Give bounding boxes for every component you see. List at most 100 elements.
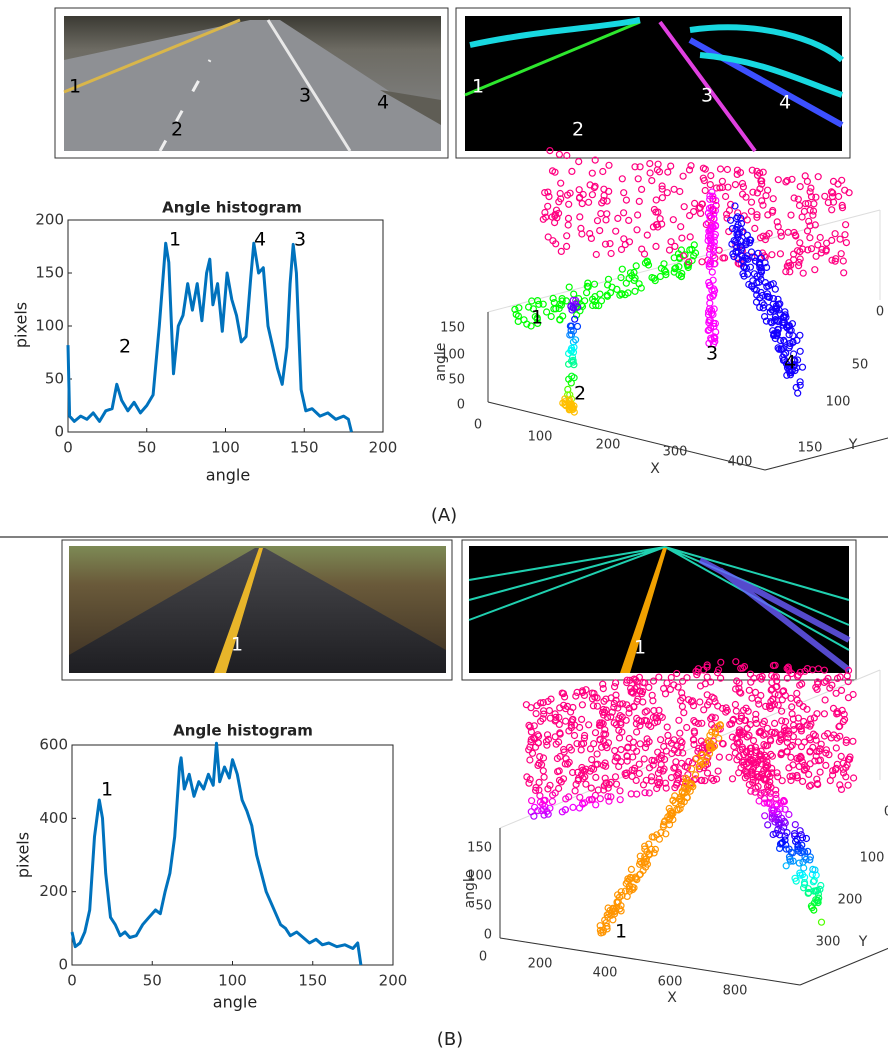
cloud-point [728,775,737,783]
cloud-point [533,297,542,305]
cloud-point [739,228,747,236]
cloud-point [784,228,792,236]
cloud-point [577,224,585,232]
cloud-point [725,206,734,215]
cloud-point [758,177,766,185]
cloud-point [798,245,807,253]
cloud-point [675,716,683,724]
cloud-point [635,860,644,868]
cloud-point [651,277,659,285]
cloud-point [575,158,583,166]
cloud-point [540,773,548,781]
cloud-point [546,781,554,789]
x-axis-label: angle [206,466,250,485]
axis-3d [487,401,766,471]
cloud-point [670,746,679,754]
cloud-point [565,396,573,404]
cloud-point [684,696,693,704]
x-tick-label: 400 [593,966,618,981]
cloud-point [590,740,598,748]
cloud-point [785,764,793,772]
edge-label: 3 [701,85,713,107]
cloud-point [812,193,820,201]
cloud-point [621,887,630,895]
cloud-point [622,196,631,204]
cloud-point [814,241,822,249]
cloud-point [769,696,777,704]
cloud-point [619,209,628,217]
x-tick-label: 200 [369,439,398,457]
cloud-point [548,797,557,806]
cloud-point [715,753,724,761]
cloud-point [787,211,795,219]
cloud-point [775,737,784,746]
cloud-point [800,717,808,726]
cloud-point [619,700,627,708]
cloud-point [809,207,818,215]
cloud-point [785,262,793,270]
cloud-point [596,290,604,298]
cloud-point [748,282,756,290]
cloud-point [699,174,707,182]
cloud-point [556,729,564,737]
cloud-point [796,331,804,339]
cloud-point [793,835,801,844]
cloud-point [771,334,779,343]
cloud-point [604,792,612,801]
cloud-point [777,734,785,742]
cloud-point [652,196,660,204]
cloud-point [777,827,786,835]
cloud-point [586,230,594,238]
cloud-point [632,262,640,270]
cloud-point [785,845,793,853]
x-tick-label: 300 [663,445,688,460]
cloud-point [637,185,646,193]
cloud-point [789,332,797,340]
cloud-point [769,195,777,203]
cloud-point [828,256,836,264]
cloud-point [530,803,539,811]
cloud-point [837,785,846,794]
cloud-point [676,737,685,745]
cloud-point [705,698,713,706]
cloud-point [526,756,534,764]
cloud-point [793,336,801,344]
cloud-point [829,704,838,713]
cloud-point [636,740,644,748]
cloud-point [585,796,593,804]
peak-label: 4 [254,229,266,251]
cloud-point [816,756,825,764]
y-tick-label: 150 [35,264,64,282]
lane-line [63,18,241,94]
cloud-point [592,773,600,782]
cloud-point [731,685,740,693]
cloud-point [601,759,609,767]
cloud-point [786,342,794,350]
cloud-point [608,283,616,291]
cloud-point [705,204,714,212]
cloud-point [756,271,764,279]
cloud-point [612,227,620,235]
cloud-point [799,884,808,892]
cloud-point [549,294,557,302]
cloud-point [558,808,566,816]
z-tick-label: 150 [440,321,465,336]
cloud-point [740,272,748,280]
cloud-point [793,696,801,704]
cloud-point [751,224,759,232]
cloud-point [667,162,675,170]
cloud-point [806,722,814,730]
cloud-point [579,766,587,774]
cloud-point [803,664,812,673]
cloud-point [565,283,573,291]
x-tick-label: 200 [379,972,408,990]
cloud-point [573,688,581,697]
cloud-point [607,778,615,787]
cloud-point [696,209,705,217]
cloud-point [589,702,598,710]
cloud-point [622,279,630,287]
cloud-point [798,758,807,766]
cloud-point [800,880,809,888]
cloud-point [774,176,782,184]
cloud-point [731,700,740,709]
